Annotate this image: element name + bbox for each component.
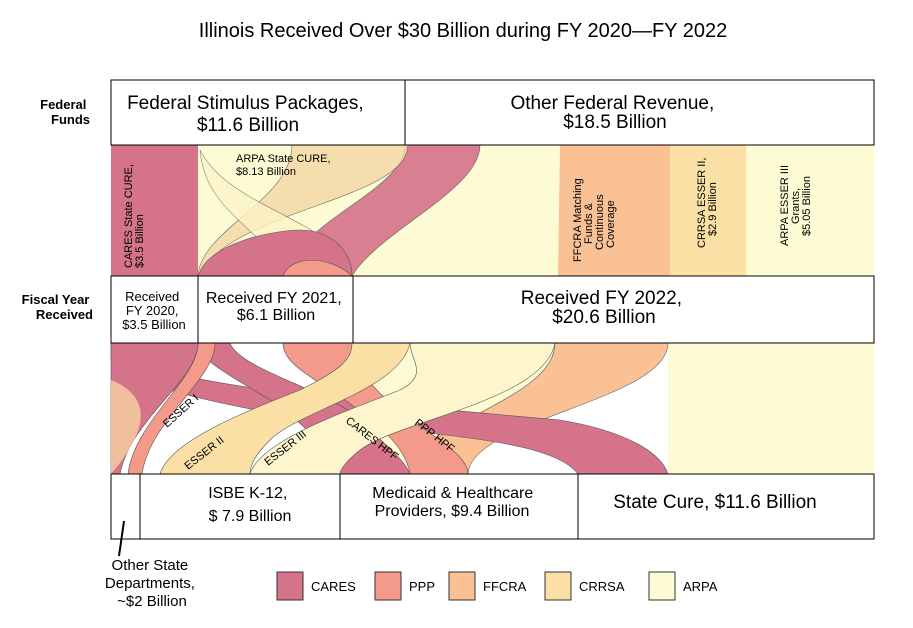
legend-swatch-cares xyxy=(276,571,304,601)
isbe-box xyxy=(139,473,341,540)
destination-row: ISBE K-12, $ 7.9 Billion Medicaid & Heal… xyxy=(105,473,875,610)
legend-label-crrsa: CRRSA xyxy=(579,579,625,594)
other-state-box xyxy=(110,473,141,540)
legend-swatch-arpa xyxy=(648,571,676,601)
legend-swatch-ffcra xyxy=(448,571,476,601)
fy2022-box xyxy=(352,275,875,344)
stimulus-box xyxy=(110,79,406,146)
destination-band: ESSER I ESSER II ESSER III CARES HPF PPP… xyxy=(110,342,874,475)
federal-funds-row: Federal Stimulus Packages, $11.6 Billion… xyxy=(110,79,875,146)
fiscal-year-label: Fiscal Year Received xyxy=(22,292,93,322)
legend-label-arpa: ARPA xyxy=(683,579,718,594)
fy2020-label: Received FY 2020, $3.5 Billion xyxy=(122,289,186,332)
medicaid-label: Medicaid & Healthcare Providers, $9.4 Bi… xyxy=(372,485,537,520)
federal-funds-label: Federal Funds xyxy=(40,97,90,127)
ppp-flow-fy2021 xyxy=(282,259,353,277)
state-cure-box xyxy=(577,473,875,540)
ffcra-band xyxy=(558,145,670,276)
stimulus-label: Federal Stimulus Packages, $11.6 Billion xyxy=(127,93,369,136)
fy2020-box xyxy=(110,275,199,344)
arpa-esser-band xyxy=(746,145,874,276)
arpa-state-cure-label: ARPA State CURE, $8.13 Billion xyxy=(236,153,334,178)
cares-state-cure-band xyxy=(111,145,198,276)
crrsa-esser-band xyxy=(670,145,746,276)
fiscal-year-row: Received FY 2020, $3.5 Billion Received … xyxy=(110,275,875,344)
legend: CARES PPP FFCRA CRRSA ARPA xyxy=(276,571,718,601)
fy2021-label: Received FY 2021, $6.1 Billion xyxy=(206,290,346,324)
legend-swatch-crrsa xyxy=(544,571,572,601)
ffcra-label: FFCRA Matching Funds & Continuous Covera… xyxy=(572,175,617,262)
legend-swatch-ppp xyxy=(374,571,402,601)
isbe-label: ISBE K-12, $ 7.9 Billion xyxy=(208,485,292,525)
state-cure-label: State Cure, $11.6 Billion xyxy=(613,492,817,513)
fy2022-label: Received FY 2022, $20.6 Billion xyxy=(521,288,688,328)
fy2022-to-state-cure-band xyxy=(668,343,874,474)
other-revenue-label: Other Federal Revenue, $18.5 Billion xyxy=(510,93,719,133)
cares-state-cure-label: CARES State CURE, $3.5 Billion xyxy=(123,161,146,268)
other-state-pointer xyxy=(118,520,125,557)
fy2021-box xyxy=(197,275,354,344)
arpa-esser-label: ARPA ESSER III Grants, $5.05 Billion xyxy=(779,162,813,246)
legend-label-ppp: PPP xyxy=(409,579,435,594)
medicaid-box xyxy=(339,473,579,540)
legend-label-cares: CARES xyxy=(311,579,356,594)
other-state-label: Other State Departments, ~$2 Billion xyxy=(105,557,199,610)
crrsa-esser-label: CRRSA ESSER II, $2.9 Billion xyxy=(696,154,719,248)
source-band: CARES State CURE, $3.5 Billion ARPA Stat… xyxy=(111,144,874,277)
legend-label-ffcra: FFCRA xyxy=(483,579,527,594)
other-revenue-box xyxy=(404,79,875,146)
diagram-title: Illinois Received Over $30 Billion durin… xyxy=(199,20,727,42)
